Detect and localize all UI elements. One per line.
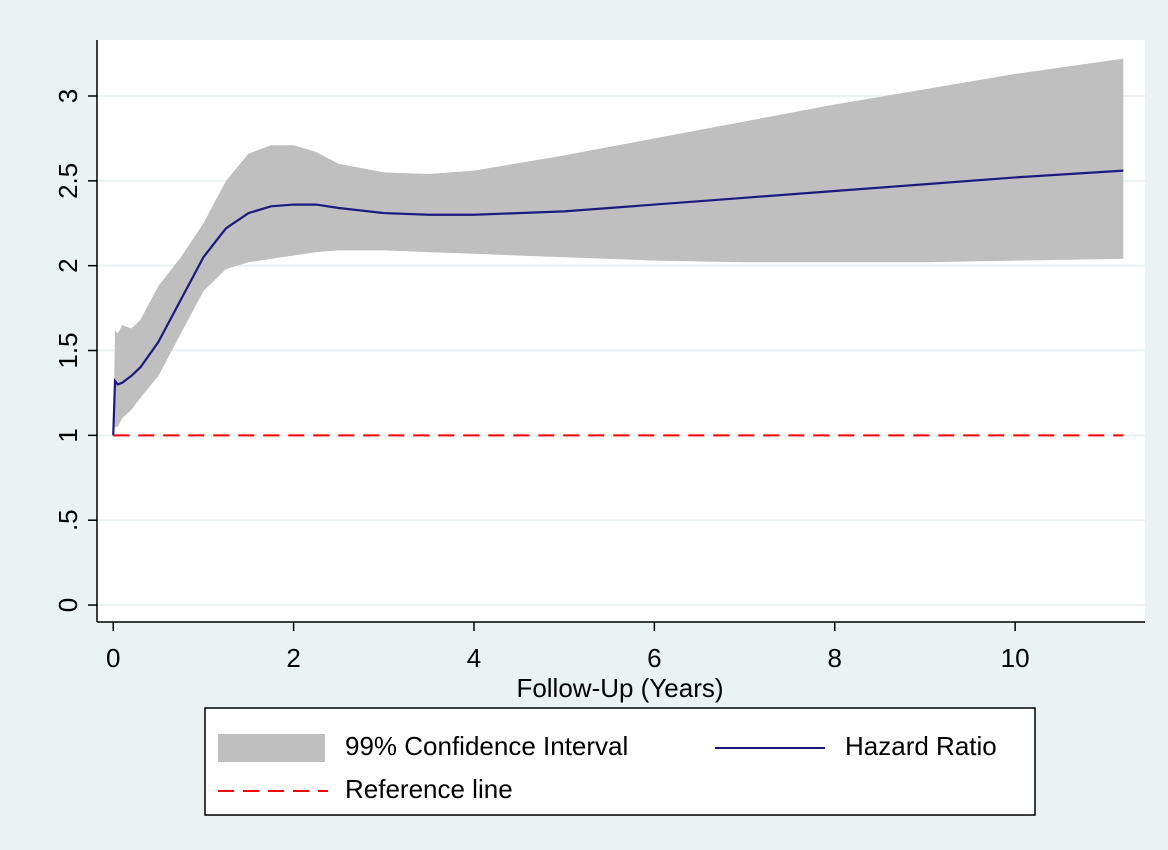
y-tick-label: .5 (53, 509, 83, 531)
confidence-band (113, 58, 1124, 436)
legend-items: 99% Confidence Interval Hazard Ratio Refer… (218, 731, 997, 804)
legend-label: Reference line (345, 774, 513, 804)
x-tick-label: 4 (467, 643, 481, 673)
axes: 0 .5 1 1.5 2 2.5 3 0 2 4 6 8 10 (53, 40, 1145, 673)
y-tick-label: 1 (53, 428, 83, 442)
x-tick-label: 6 (647, 643, 661, 673)
x-tick-label: 0 (106, 643, 120, 673)
y-tick-label: 1.5 (53, 332, 83, 368)
hazard-line (112, 169, 1124, 436)
x-axis-label: Follow-Up (Years) (516, 673, 723, 703)
legend-label: Hazard Ratio (845, 731, 997, 761)
y-tick-label: 2 (53, 258, 83, 272)
legend-label: 99% Confidence Interval (345, 731, 628, 761)
x-tick-label: 8 (828, 643, 842, 673)
y-tick-label: 3 (53, 89, 83, 103)
marks (112, 58, 1124, 437)
y-tick-label: 2.5 (53, 163, 83, 199)
legend-swatch (218, 734, 325, 762)
x-tick-label: 10 (1001, 643, 1030, 673)
x-tick-label: 2 (286, 643, 300, 673)
y-tick-label: 0 (53, 598, 83, 612)
legend (204, 707, 1036, 816)
